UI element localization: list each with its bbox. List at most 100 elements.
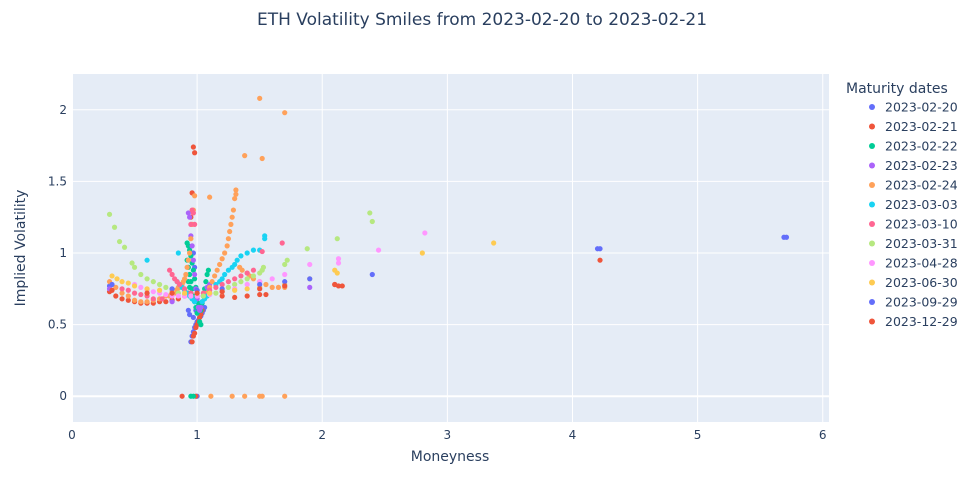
- data-point[interactable]: [190, 144, 196, 150]
- data-point[interactable]: [183, 271, 189, 278]
- data-point[interactable]: [187, 271, 193, 278]
- data-point[interactable]: [367, 210, 373, 216]
- data-point[interactable]: [422, 230, 428, 236]
- data-point[interactable]: [282, 271, 288, 278]
- data-point[interactable]: [282, 110, 288, 116]
- data-point[interactable]: [185, 257, 191, 263]
- data-point[interactable]: [238, 253, 244, 259]
- data-point[interactable]: [263, 291, 269, 298]
- data-point[interactable]: [259, 248, 265, 255]
- data-point[interactable]: [307, 284, 313, 290]
- data-point[interactable]: [106, 211, 113, 217]
- data-point[interactable]: [156, 281, 163, 288]
- data-point[interactable]: [369, 271, 375, 278]
- data-point[interactable]: [239, 267, 245, 273]
- data-point[interactable]: [187, 311, 193, 318]
- legend-item[interactable]: 2023-04-28: [869, 256, 958, 271]
- data-point[interactable]: [190, 210, 196, 216]
- data-point[interactable]: [250, 273, 257, 279]
- data-point[interactable]: [222, 271, 228, 278]
- data-point[interactable]: [163, 291, 169, 298]
- legend-item[interactable]: 2023-09-29: [869, 295, 958, 310]
- data-point[interactable]: [334, 236, 340, 242]
- legend-item[interactable]: 2023-03-31: [869, 236, 958, 251]
- data-point[interactable]: [185, 243, 191, 249]
- data-point[interactable]: [182, 286, 188, 292]
- data-point[interactable]: [187, 214, 193, 220]
- data-point[interactable]: [209, 279, 215, 285]
- data-point[interactable]: [304, 246, 310, 252]
- data-point[interactable]: [232, 195, 238, 202]
- legend[interactable]: Maturity dates 2023-02-20 2023-02-21 2023-…: [846, 81, 958, 329]
- data-point[interactable]: [185, 210, 191, 216]
- data-point[interactable]: [238, 279, 244, 285]
- data-point[interactable]: [138, 299, 144, 305]
- data-point[interactable]: [188, 221, 194, 227]
- data-point[interactable]: [204, 271, 210, 278]
- data-point[interactable]: [116, 238, 123, 245]
- data-point[interactable]: [260, 264, 267, 270]
- data-point[interactable]: [244, 286, 250, 292]
- data-point[interactable]: [189, 339, 195, 345]
- data-point[interactable]: [177, 281, 183, 288]
- data-point[interactable]: [419, 250, 425, 256]
- legend-item[interactable]: 2023-02-20: [869, 100, 958, 115]
- data-point[interactable]: [307, 276, 313, 282]
- legend-item[interactable]: 2023-02-22: [869, 139, 958, 154]
- data-point[interactable]: [169, 271, 175, 278]
- data-point[interactable]: [233, 191, 239, 197]
- data-point[interactable]: [131, 283, 138, 289]
- data-point[interactable]: [222, 250, 228, 256]
- data-point[interactable]: [113, 284, 119, 290]
- data-point[interactable]: [783, 234, 790, 240]
- legend-item[interactable]: 2023-03-10: [869, 217, 958, 232]
- data-point[interactable]: [194, 290, 200, 296]
- data-point[interactable]: [229, 214, 235, 220]
- data-point[interactable]: [190, 393, 196, 399]
- data-point[interactable]: [225, 267, 232, 273]
- data-point[interactable]: [232, 281, 238, 288]
- data-point[interactable]: [125, 297, 131, 303]
- legend-item[interactable]: 2023-02-24: [869, 178, 958, 193]
- data-point[interactable]: [307, 261, 313, 268]
- data-point[interactable]: [192, 330, 198, 336]
- data-point[interactable]: [257, 291, 263, 298]
- data-point[interactable]: [244, 250, 250, 256]
- data-point[interactable]: [217, 261, 223, 268]
- data-point[interactable]: [175, 293, 181, 299]
- data-point[interactable]: [213, 284, 219, 290]
- series-2023-03-10[interactable]: [119, 207, 285, 302]
- data-point[interactable]: [121, 244, 128, 250]
- data-point[interactable]: [229, 393, 235, 399]
- data-point[interactable]: [185, 307, 191, 313]
- legend-item[interactable]: 2023-02-21: [869, 119, 958, 134]
- data-point[interactable]: [225, 279, 232, 285]
- data-point[interactable]: [138, 271, 144, 278]
- data-point[interactable]: [182, 290, 188, 296]
- data-point[interactable]: [163, 299, 169, 305]
- data-point[interactable]: [119, 279, 125, 285]
- data-point[interactable]: [375, 247, 382, 253]
- data-point[interactable]: [188, 236, 194, 242]
- data-point[interactable]: [284, 257, 290, 263]
- data-point[interactable]: [250, 267, 257, 273]
- data-point[interactable]: [242, 393, 248, 399]
- data-point[interactable]: [339, 283, 345, 289]
- data-point[interactable]: [244, 276, 250, 282]
- data-point[interactable]: [163, 284, 169, 290]
- data-point[interactable]: [282, 279, 288, 285]
- legend-item[interactable]: 2023-12-29: [869, 314, 958, 329]
- data-point[interactable]: [232, 294, 238, 301]
- data-point[interactable]: [150, 289, 156, 295]
- data-point[interactable]: [144, 276, 150, 282]
- data-point[interactable]: [144, 257, 150, 263]
- data-point[interactable]: [219, 289, 225, 295]
- data-point[interactable]: [192, 276, 198, 282]
- data-point[interactable]: [159, 296, 165, 302]
- data-point[interactable]: [597, 246, 603, 252]
- data-point[interactable]: [597, 257, 603, 263]
- data-point[interactable]: [219, 293, 225, 299]
- data-point[interactable]: [228, 221, 234, 227]
- data-point[interactable]: [207, 194, 213, 200]
- data-point[interactable]: [257, 286, 263, 292]
